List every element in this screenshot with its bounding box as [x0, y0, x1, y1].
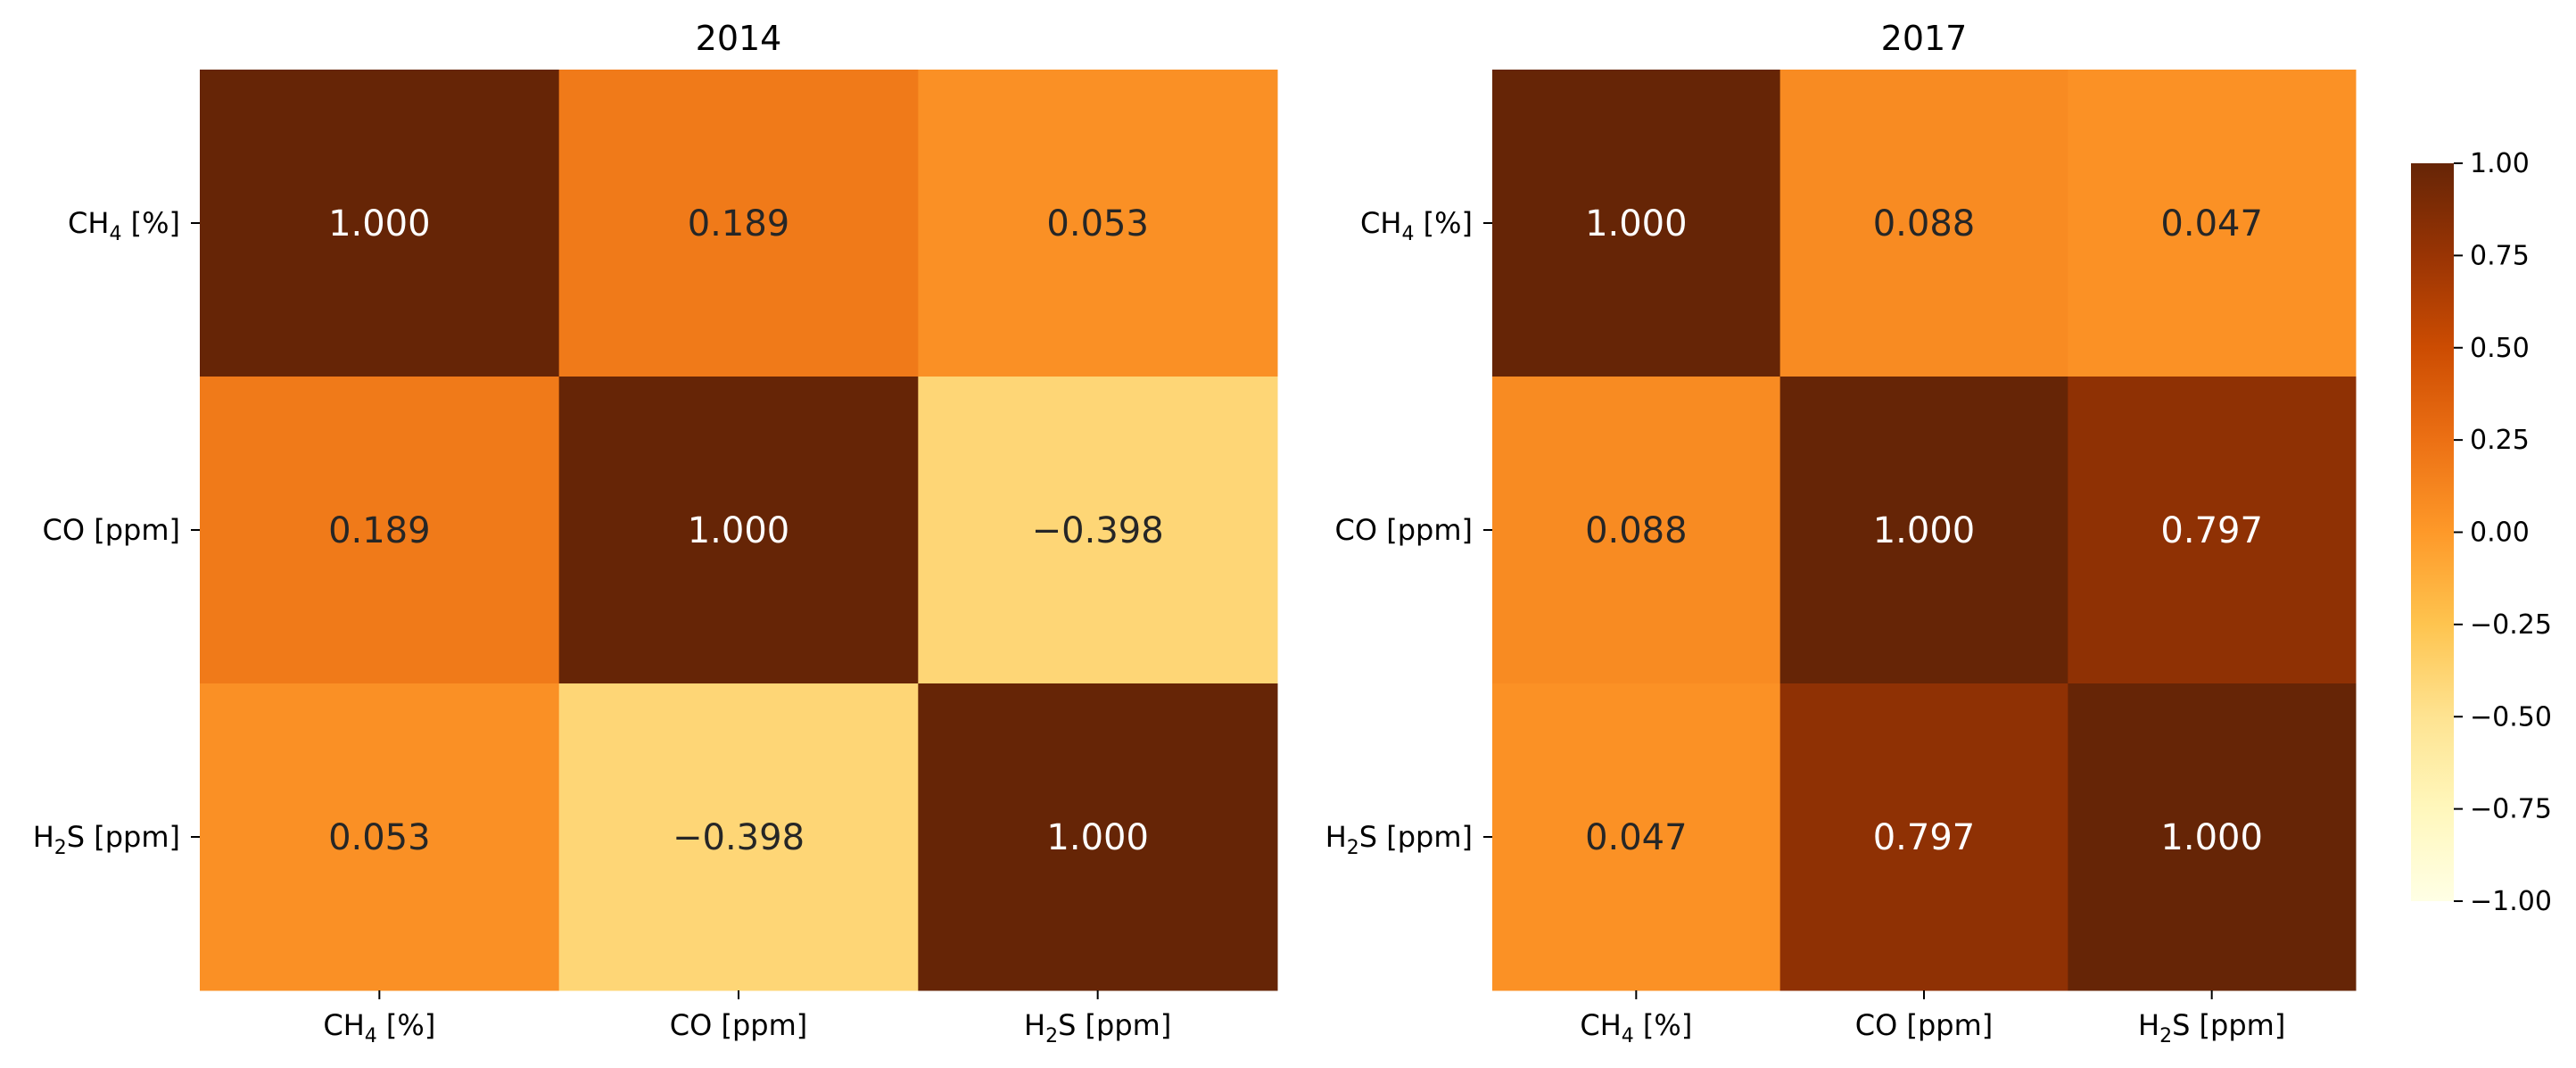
- heatmap-cell: [918, 377, 1278, 684]
- heatmap-cell: [2068, 70, 2357, 377]
- x-tick-label: CO [ppm]: [1855, 1008, 1993, 1042]
- colorbar-tick-label: −0.75: [2470, 794, 2552, 825]
- colorbar-tick-label: −0.25: [2470, 609, 2552, 641]
- colorbar-tick-label: −1.00: [2470, 886, 2552, 917]
- x-tick-label: H2S [ppm]: [2138, 1008, 2285, 1047]
- heatmap-cell: [558, 70, 919, 377]
- heatmap-cell: [558, 683, 919, 991]
- colorbar-tick-label: 1.00: [2470, 148, 2530, 179]
- x-tick-label: CH4 [%]: [1580, 1008, 1692, 1047]
- cell-value-label: −0.398: [1032, 510, 1164, 551]
- cell-value-label: 0.797: [2160, 510, 2263, 551]
- heatmap-cell: [2068, 377, 2357, 684]
- cell-value-label: 0.088: [1585, 510, 1688, 551]
- heatmap-cell: [918, 683, 1278, 991]
- cell-value-label: 1.000: [1873, 510, 1976, 551]
- cell-value-label: 1.000: [2160, 817, 2263, 858]
- colorbar-tick-label: 0.25: [2470, 425, 2530, 456]
- heatmap-cell: [918, 70, 1278, 377]
- colorbar-tick-label: 0.75: [2470, 240, 2530, 271]
- colorbar-gradient: [2411, 163, 2454, 901]
- x-tick-label: CH4 [%]: [323, 1008, 435, 1047]
- colorbar-tick-label: −0.50: [2470, 701, 2552, 733]
- x-tick-label: H2S [ppm]: [1024, 1008, 1171, 1047]
- y-tick-label: CO [ppm]: [43, 513, 180, 547]
- cell-value-label: 0.047: [2160, 203, 2263, 244]
- heatmap-title: 2017: [1881, 19, 1968, 58]
- heatmap-2017: 2017 1.000 0.088 0.047 0.088 1.000 0.797 0.047 0…: [1325, 19, 2357, 1047]
- colorbar-tick-label: 0.50: [2470, 333, 2530, 364]
- cell-value-label: 0.797: [1873, 817, 1976, 858]
- y-tick-label: H2S [ppm]: [1325, 820, 1473, 859]
- heatmap-cell: [1779, 70, 2068, 377]
- heatmap-cell: [1492, 683, 1781, 991]
- y-tick-label: CH4 [%]: [1360, 206, 1473, 245]
- cell-value-label: 0.088: [1873, 203, 1976, 244]
- y-tick-label: CO [ppm]: [1335, 513, 1473, 547]
- y-tick-label: H2S [ppm]: [33, 820, 180, 859]
- heatmap-cell: [558, 377, 919, 684]
- colorbar: 1.00 0.75 0.50 0.25 0.00 −0.25 −0.50 −0.75 −1.00: [2411, 148, 2552, 917]
- heatmap-cell: [1492, 377, 1781, 684]
- cell-value-label: 1.000: [688, 510, 790, 551]
- x-tick-label: CO [ppm]: [670, 1008, 807, 1042]
- colorbar-tick-label: 0.00: [2470, 517, 2530, 549]
- heatmap-cell: [1779, 683, 2068, 991]
- y-tick-label: CH4 [%]: [68, 206, 180, 245]
- cell-value-label: 0.053: [1046, 203, 1149, 244]
- heatmap-cell: [200, 70, 560, 377]
- cell-value-label: 1.000: [1585, 203, 1688, 244]
- cell-value-label: 0.189: [688, 203, 790, 244]
- heatmap-title: 2014: [696, 19, 782, 58]
- cell-value-label: −0.398: [673, 817, 805, 858]
- heatmap-cell: [2068, 683, 2357, 991]
- cell-value-label: 1.000: [328, 203, 431, 244]
- cell-value-label: 0.189: [328, 510, 431, 551]
- cell-value-label: 0.053: [328, 817, 431, 858]
- heatmap-cell: [1779, 377, 2068, 684]
- heatmap-2014: 2014 1.000 0.189 0.053 0.189 1.000 −0.398 0.053…: [33, 19, 1278, 1047]
- cell-value-label: 0.047: [1585, 817, 1688, 858]
- heatmap-cell: [200, 683, 560, 991]
- heatmap-cell: [1492, 70, 1781, 377]
- heatmap-cell: [200, 377, 560, 684]
- cell-value-label: 1.000: [1046, 817, 1149, 858]
